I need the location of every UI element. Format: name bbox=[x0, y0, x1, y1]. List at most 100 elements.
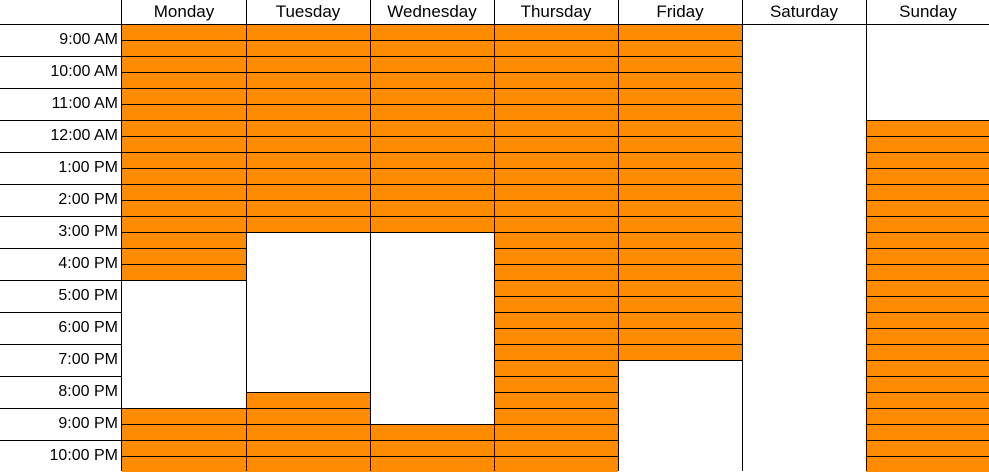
slot-tuesday-20[interactable] bbox=[246, 344, 370, 360]
slot-sunday-21[interactable] bbox=[866, 360, 989, 376]
slot-tuesday-21[interactable] bbox=[246, 360, 370, 376]
slot-tuesday-23[interactable] bbox=[246, 392, 370, 408]
slot-wednesday-23[interactable] bbox=[370, 392, 494, 408]
slot-wednesday-7[interactable] bbox=[370, 136, 494, 152]
slot-thursday-15[interactable] bbox=[494, 264, 618, 280]
slot-friday-16[interactable] bbox=[618, 280, 742, 296]
slot-saturday-20[interactable] bbox=[742, 344, 866, 360]
slot-thursday-5[interactable] bbox=[494, 104, 618, 120]
slot-sunday-9[interactable] bbox=[866, 168, 989, 184]
slot-friday-14[interactable] bbox=[618, 248, 742, 264]
slot-saturday-5[interactable] bbox=[742, 104, 866, 120]
slot-thursday-6[interactable] bbox=[494, 120, 618, 136]
slot-monday-2[interactable] bbox=[122, 56, 246, 72]
slot-tuesday-0[interactable] bbox=[246, 24, 370, 40]
slot-wednesday-19[interactable] bbox=[370, 328, 494, 344]
slot-saturday-10[interactable] bbox=[742, 184, 866, 200]
slot-thursday-18[interactable] bbox=[494, 312, 618, 328]
slot-saturday-17[interactable] bbox=[742, 296, 866, 312]
slot-tuesday-6[interactable] bbox=[246, 120, 370, 136]
slot-wednesday-25[interactable] bbox=[370, 424, 494, 440]
slot-saturday-21[interactable] bbox=[742, 360, 866, 376]
slot-thursday-4[interactable] bbox=[494, 88, 618, 104]
slot-saturday-23[interactable] bbox=[742, 392, 866, 408]
slot-tuesday-15[interactable] bbox=[246, 264, 370, 280]
slot-saturday-1[interactable] bbox=[742, 40, 866, 56]
slot-friday-21[interactable] bbox=[618, 360, 742, 376]
slot-monday-13[interactable] bbox=[122, 232, 246, 248]
slot-friday-13[interactable] bbox=[618, 232, 742, 248]
slot-tuesday-27[interactable] bbox=[246, 456, 370, 472]
slot-tuesday-24[interactable] bbox=[246, 408, 370, 424]
slot-thursday-17[interactable] bbox=[494, 296, 618, 312]
slot-sunday-27[interactable] bbox=[866, 456, 989, 472]
slot-thursday-11[interactable] bbox=[494, 200, 618, 216]
slot-thursday-16[interactable] bbox=[494, 280, 618, 296]
slot-thursday-26[interactable] bbox=[494, 440, 618, 456]
slot-sunday-0[interactable] bbox=[866, 24, 989, 40]
slot-sunday-4[interactable] bbox=[866, 88, 989, 104]
slot-thursday-1[interactable] bbox=[494, 40, 618, 56]
slot-monday-22[interactable] bbox=[122, 376, 246, 392]
slot-sunday-23[interactable] bbox=[866, 392, 989, 408]
slot-friday-1[interactable] bbox=[618, 40, 742, 56]
slot-thursday-14[interactable] bbox=[494, 248, 618, 264]
slot-saturday-18[interactable] bbox=[742, 312, 866, 328]
slot-sunday-17[interactable] bbox=[866, 296, 989, 312]
slot-wednesday-17[interactable] bbox=[370, 296, 494, 312]
slot-wednesday-18[interactable] bbox=[370, 312, 494, 328]
slot-tuesday-11[interactable] bbox=[246, 200, 370, 216]
slot-monday-0[interactable] bbox=[122, 24, 246, 40]
slot-saturday-7[interactable] bbox=[742, 136, 866, 152]
slot-saturday-2[interactable] bbox=[742, 56, 866, 72]
slot-thursday-12[interactable] bbox=[494, 216, 618, 232]
slot-friday-26[interactable] bbox=[618, 440, 742, 456]
slot-tuesday-9[interactable] bbox=[246, 168, 370, 184]
slot-thursday-8[interactable] bbox=[494, 152, 618, 168]
slot-sunday-20[interactable] bbox=[866, 344, 989, 360]
slot-sunday-13[interactable] bbox=[866, 232, 989, 248]
slot-monday-9[interactable] bbox=[122, 168, 246, 184]
slot-friday-7[interactable] bbox=[618, 136, 742, 152]
slot-monday-27[interactable] bbox=[122, 456, 246, 472]
slot-monday-15[interactable] bbox=[122, 264, 246, 280]
slot-thursday-23[interactable] bbox=[494, 392, 618, 408]
slot-sunday-2[interactable] bbox=[866, 56, 989, 72]
slot-thursday-25[interactable] bbox=[494, 424, 618, 440]
slot-monday-20[interactable] bbox=[122, 344, 246, 360]
slot-wednesday-20[interactable] bbox=[370, 344, 494, 360]
slot-wednesday-2[interactable] bbox=[370, 56, 494, 72]
slot-monday-7[interactable] bbox=[122, 136, 246, 152]
slot-tuesday-26[interactable] bbox=[246, 440, 370, 456]
slot-sunday-16[interactable] bbox=[866, 280, 989, 296]
slot-sunday-15[interactable] bbox=[866, 264, 989, 280]
slot-thursday-0[interactable] bbox=[494, 24, 618, 40]
slot-sunday-26[interactable] bbox=[866, 440, 989, 456]
slot-friday-17[interactable] bbox=[618, 296, 742, 312]
slot-wednesday-16[interactable] bbox=[370, 280, 494, 296]
slot-thursday-27[interactable] bbox=[494, 456, 618, 472]
slot-monday-23[interactable] bbox=[122, 392, 246, 408]
slot-wednesday-15[interactable] bbox=[370, 264, 494, 280]
slot-friday-11[interactable] bbox=[618, 200, 742, 216]
slot-saturday-6[interactable] bbox=[742, 120, 866, 136]
slot-monday-16[interactable] bbox=[122, 280, 246, 296]
slot-sunday-22[interactable] bbox=[866, 376, 989, 392]
slot-tuesday-16[interactable] bbox=[246, 280, 370, 296]
slot-tuesday-8[interactable] bbox=[246, 152, 370, 168]
slot-friday-12[interactable] bbox=[618, 216, 742, 232]
slot-saturday-22[interactable] bbox=[742, 376, 866, 392]
slot-tuesday-18[interactable] bbox=[246, 312, 370, 328]
slot-saturday-3[interactable] bbox=[742, 72, 866, 88]
slot-saturday-0[interactable] bbox=[742, 24, 866, 40]
slot-sunday-19[interactable] bbox=[866, 328, 989, 344]
slot-saturday-16[interactable] bbox=[742, 280, 866, 296]
slot-monday-6[interactable] bbox=[122, 120, 246, 136]
slot-sunday-8[interactable] bbox=[866, 152, 989, 168]
slot-thursday-10[interactable] bbox=[494, 184, 618, 200]
slot-friday-2[interactable] bbox=[618, 56, 742, 72]
slot-wednesday-21[interactable] bbox=[370, 360, 494, 376]
slot-tuesday-5[interactable] bbox=[246, 104, 370, 120]
slot-friday-20[interactable] bbox=[618, 344, 742, 360]
slot-friday-10[interactable] bbox=[618, 184, 742, 200]
